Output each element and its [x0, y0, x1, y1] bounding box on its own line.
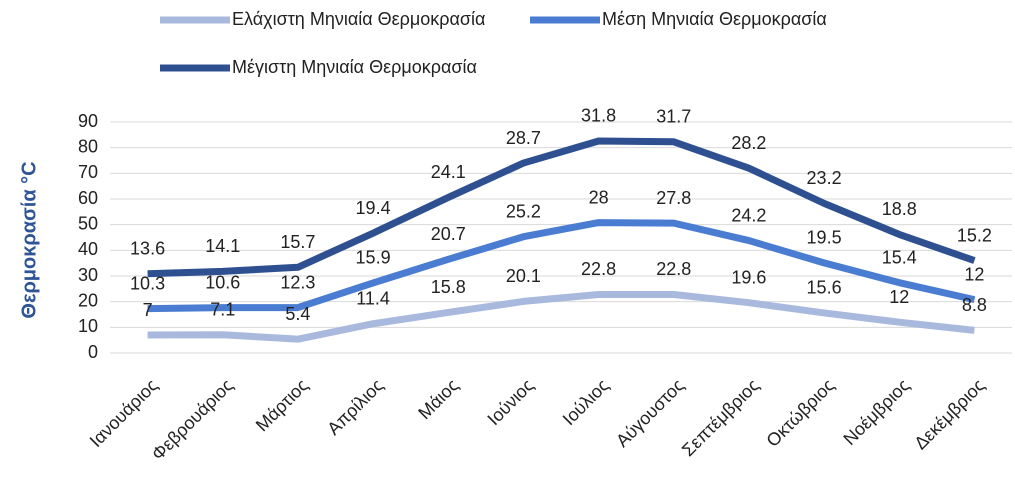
- y-tick-label: 20: [78, 290, 98, 310]
- data-label: 10.6: [205, 272, 240, 292]
- y-axis-title: Θερμοκρασία °C: [18, 161, 40, 318]
- legend-label: Μέγιστη Μηνιαία Θερμοκρασία: [232, 57, 477, 77]
- series-line: [147, 137, 976, 278]
- data-label: 12: [889, 287, 909, 307]
- data-label: 8.8: [962, 295, 987, 315]
- data-label: 27.8: [656, 188, 691, 208]
- x-tick-label: Νοέμβριος: [839, 375, 913, 449]
- data-label: 31.8: [581, 106, 616, 126]
- data-label: 20.7: [431, 224, 466, 244]
- x-tick-label: Δεκέμβριος: [910, 375, 989, 454]
- legend-label: Ελάχιστη Μηνιαία Θερμοκρασία: [232, 9, 485, 29]
- data-label: 28.2: [731, 133, 766, 153]
- data-label: 15.9: [356, 248, 391, 268]
- x-tick-label: Οκτώβριος: [762, 375, 838, 451]
- y-tick-label: 0: [88, 342, 98, 362]
- data-label: 31.7: [656, 107, 691, 127]
- data-label: 10.3: [130, 273, 165, 293]
- data-label: 20.1: [506, 266, 541, 286]
- data-label: 28.7: [506, 128, 541, 148]
- data-label: 11.4: [356, 288, 390, 308]
- x-tick-label: Μάρτιος: [252, 375, 312, 435]
- series-line: [147, 290, 975, 343]
- y-tick-label: 80: [78, 136, 98, 156]
- y-tick-label: 60: [78, 188, 98, 208]
- x-tick-label: Σεπτέμβριος: [678, 375, 763, 460]
- data-label: 13.6: [130, 238, 165, 258]
- data-label: 12: [964, 264, 984, 284]
- data-label: 15.8: [431, 277, 466, 297]
- x-tick-label: Φεβρουάριος: [148, 375, 237, 464]
- data-label: 15.6: [807, 278, 842, 298]
- data-label: 28: [589, 187, 609, 207]
- data-label: 5.4: [285, 304, 310, 324]
- data-label: 15.4: [882, 247, 917, 267]
- y-tick-label: 30: [78, 265, 98, 285]
- data-label: 24.1: [431, 162, 466, 182]
- x-tick-label: Ιούνιος: [483, 375, 537, 429]
- data-label: 12.3: [280, 272, 315, 292]
- series-line: [147, 219, 976, 313]
- data-label: 15.7: [280, 232, 315, 252]
- data-label: 18.8: [882, 199, 917, 219]
- x-tick-label: Ιούλιος: [559, 375, 613, 429]
- y-tick-label: 10: [78, 316, 98, 336]
- data-label: 23.2: [807, 168, 842, 188]
- y-tick-label: 70: [78, 162, 98, 182]
- data-label: 19.6: [731, 267, 766, 287]
- y-tick-label: 90: [78, 111, 98, 131]
- data-label: 7.1: [210, 300, 235, 320]
- data-label: 25.2: [506, 201, 541, 221]
- x-tick-label: Ιανουάριος: [86, 375, 162, 451]
- data-label: 7: [143, 300, 153, 320]
- data-label: 14.1: [205, 236, 240, 256]
- y-tick-label: 40: [78, 239, 98, 259]
- data-label: 19.4: [356, 198, 391, 218]
- x-tick-label: Αύγουστος: [612, 375, 688, 451]
- data-label: 24.2: [731, 205, 766, 225]
- data-label: 15.2: [957, 225, 992, 245]
- legend-label: Μέση Μηνιαία Θερμοκρασία: [602, 9, 827, 29]
- x-tick-label: Μάιος: [414, 375, 462, 423]
- data-label: 22.8: [656, 259, 691, 279]
- x-tick-label: Απρίλιος: [323, 375, 387, 439]
- y-tick-label: 50: [78, 213, 98, 233]
- data-label: 22.8: [581, 259, 616, 279]
- data-label: 19.5: [807, 228, 842, 248]
